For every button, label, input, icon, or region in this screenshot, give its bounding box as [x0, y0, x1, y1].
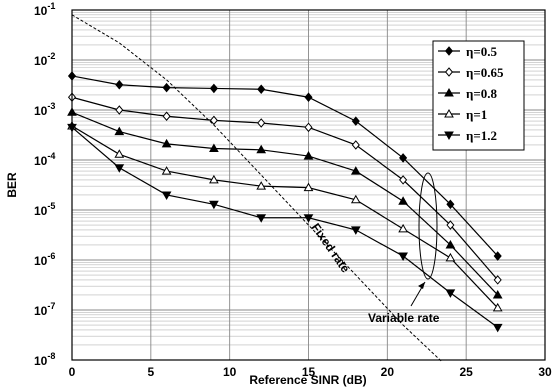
data-point [162, 111, 171, 122]
data-point [399, 153, 408, 163]
series-line [71, 96, 499, 281]
data-point [493, 275, 502, 285]
x-tick-label: 0 [69, 365, 76, 379]
legend-item: η=0.65 [438, 65, 504, 80]
data-point [257, 84, 266, 95]
series-line [71, 126, 499, 328]
x-tick-labels: 0 5 10 15 20 25 30 [69, 365, 552, 379]
series-line [71, 125, 499, 309]
data-point [303, 214, 314, 223]
data-point [398, 223, 408, 233]
data-point [303, 182, 314, 192]
y-tick-label: 10-8 [34, 351, 55, 368]
series-2 [67, 92, 502, 285]
data-point [115, 79, 124, 90]
series-5 [67, 123, 503, 333]
data-point [304, 122, 313, 133]
data-point [350, 166, 361, 175]
y-tick-label: 10-7 [34, 301, 55, 318]
data-point [350, 194, 361, 204]
data-point [162, 82, 171, 93]
data-point [445, 252, 456, 262]
y-tick-labels: 10-1 10-2 10-3 10-4 10-5 10-6 10-7 10-8 [34, 1, 55, 368]
series-layer [67, 71, 503, 333]
legend: η=0.5 η=0.65 η=0.8 η=1 η=1.2 [432, 40, 525, 151]
data-point [304, 92, 313, 103]
data-point [115, 105, 124, 115]
legend-label: η=1 [466, 107, 487, 122]
data-point [350, 226, 361, 235]
data-point [161, 191, 172, 200]
data-point [398, 252, 408, 262]
data-point [351, 116, 360, 126]
data-point [209, 83, 218, 94]
data-point [444, 46, 454, 56]
x-tick-label: 15 [302, 365, 316, 379]
data-point [399, 175, 408, 185]
data-point [444, 108, 454, 118]
y-tick-label: 10-3 [34, 101, 55, 118]
data-point [303, 151, 314, 160]
data-point [444, 67, 454, 77]
data-point [256, 214, 267, 223]
plot-frame [71, 9, 546, 361]
data-point [351, 140, 360, 150]
data-point [445, 289, 456, 298]
data-point [161, 138, 172, 148]
data-point [114, 164, 125, 173]
x-tick-label: 10 [223, 365, 237, 379]
y-tick-label: 10-5 [34, 201, 55, 218]
data-point [444, 131, 454, 141]
fixed-rate-curve [71, 14, 443, 363]
data-point [492, 302, 503, 312]
data-point [209, 143, 219, 152]
x-tick-label: 20 [381, 365, 395, 379]
data-point [446, 220, 455, 230]
data-point [161, 166, 172, 175]
data-point [209, 174, 219, 184]
legend-item: η=0.8 [438, 86, 498, 101]
series-4 [67, 120, 503, 312]
data-point [256, 181, 267, 190]
legend-item: η=0.5 [438, 44, 498, 59]
legend-label: η=0.8 [466, 86, 498, 101]
legend-item: η=1.2 [438, 128, 497, 143]
x-tick-label: 25 [459, 365, 473, 379]
variable-rate-ellipse [418, 172, 438, 280]
legend-item: η=1 [438, 107, 487, 122]
series-line [71, 75, 499, 257]
data-point [209, 115, 218, 126]
legend-label: η=0.5 [466, 44, 498, 59]
x-tick-label: 30 [538, 365, 552, 379]
series-line [71, 111, 499, 296]
variable-rate-arrowhead [418, 282, 425, 289]
data-point [444, 87, 454, 97]
data-point [446, 199, 455, 210]
data-point [492, 289, 503, 299]
data-point [209, 200, 219, 210]
x-axis-label: Reference SINR (dB) [249, 373, 366, 387]
legend-label: η=1.2 [466, 128, 497, 143]
y-tick-label: 10-2 [34, 51, 55, 68]
data-point [256, 144, 267, 154]
data-point [114, 149, 125, 158]
y-axis-label: BER [5, 172, 19, 198]
y-tick-label: 10-6 [34, 251, 55, 268]
data-point [445, 239, 456, 249]
data-point [398, 196, 408, 205]
x-tick-label: 5 [147, 365, 154, 379]
data-point [114, 126, 125, 136]
legend-items: η=0.5 η=0.65 η=0.8 η=1 η=1.2 [438, 44, 504, 143]
y-tick-label: 10-4 [34, 151, 55, 168]
data-point [492, 323, 503, 333]
fixed-rate-line [71, 14, 443, 363]
data-point [493, 251, 502, 261]
variable-rate-annotation: Variable rate [368, 311, 440, 325]
data-point [257, 118, 266, 128]
legend-label: η=0.65 [466, 65, 504, 80]
y-tick-label: 10-1 [34, 1, 55, 18]
